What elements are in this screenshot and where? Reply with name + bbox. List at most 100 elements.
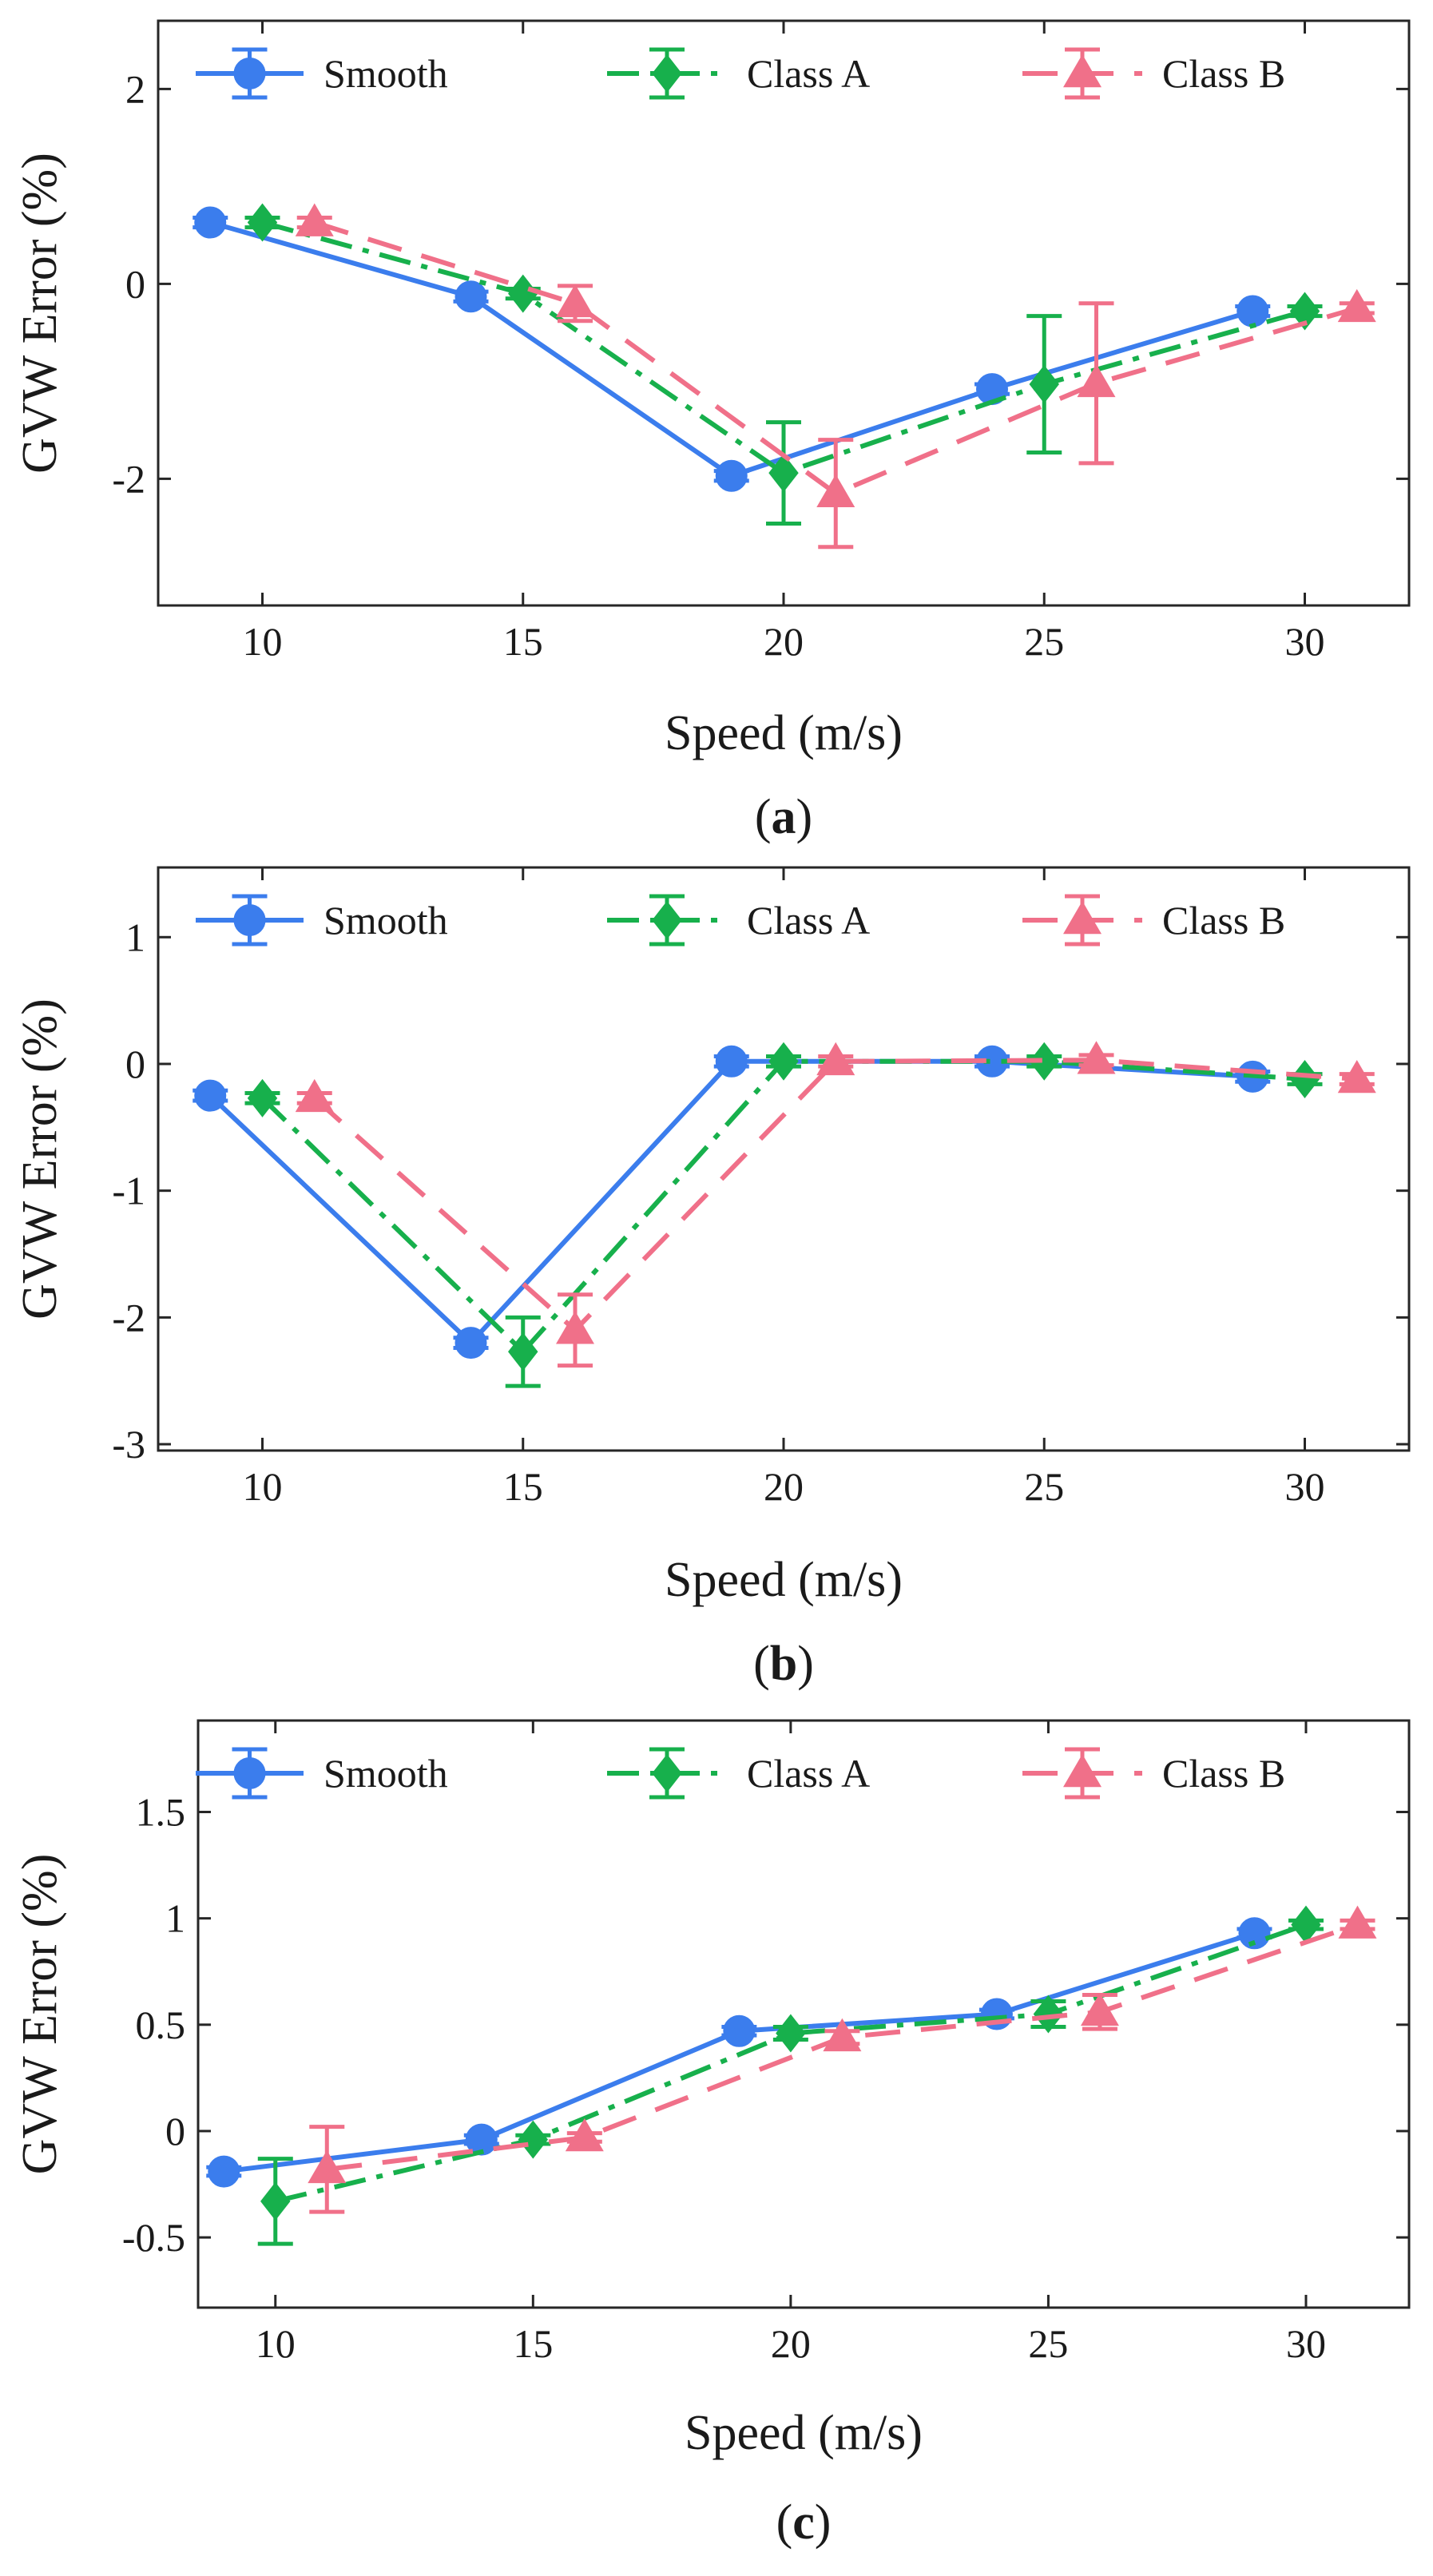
legend-entry-smooth: Smooth [196, 47, 448, 100]
data-point [1337, 288, 1376, 323]
data-point [776, 2014, 806, 2053]
data-point [816, 474, 855, 507]
data-point [455, 1327, 487, 1359]
x-tick-label: 30 [1285, 1464, 1325, 1509]
y-axis-label: GVW Error (%) [13, 1854, 67, 2175]
x-tick-label: 20 [764, 619, 804, 664]
x-tick-label: 30 [1285, 619, 1325, 664]
legend-label: Class B [1162, 51, 1285, 96]
legend-marker [233, 904, 266, 936]
x-tick-label: 25 [1028, 2321, 1068, 2366]
legend-entry-class-b: Class B [1022, 47, 1285, 100]
series-smooth [193, 1045, 1271, 1359]
x-tick-label: 20 [771, 2321, 811, 2366]
data-point [194, 206, 227, 239]
series-line [312, 1058, 1357, 1333]
data-point [194, 1079, 227, 1112]
data-point [1237, 295, 1269, 327]
data-point [455, 280, 487, 313]
data-point [556, 1311, 594, 1344]
y-tick-label: 1.5 [136, 1790, 186, 1835]
y-tick-label: 0 [165, 2109, 185, 2153]
data-point [1029, 365, 1059, 404]
x-tick-label: 10 [243, 1464, 283, 1509]
legend-label: Class A [747, 1751, 870, 1796]
data-point [1289, 1060, 1320, 1099]
data-point [1338, 1905, 1377, 1939]
y-tick-label: -3 [112, 1422, 145, 1467]
x-tick-label: 25 [1024, 619, 1064, 664]
series-smooth [206, 1917, 1272, 2188]
caption-open-paren: ( [776, 2495, 793, 2550]
chart-panel-a: 10 15 20 25 30 -2 0 2 Speed (m/s) GVW Error (%) Sm… [13, 19, 1411, 844]
data-point [208, 2155, 240, 2188]
x-tick-label: 15 [513, 2321, 553, 2366]
data-point [715, 1045, 748, 1078]
data-point [295, 203, 334, 236]
data-point [768, 454, 799, 493]
legend-entry-class-b: Class B [1022, 1747, 1285, 1800]
y-tick-label: 1 [125, 915, 145, 959]
x-axis-label: Speed (m/s) [665, 1553, 903, 1607]
legend-entry-class-a: Class A [607, 47, 870, 100]
plot-frame [157, 866, 1411, 1452]
legend-marker [652, 901, 682, 939]
series-class-a [257, 1905, 1324, 2246]
data-point [508, 1332, 538, 1371]
legend-marker [1063, 901, 1102, 935]
legend-marker [1063, 1754, 1102, 1788]
y-tick-label: 1 [165, 1896, 185, 1941]
data-point [1080, 1992, 1119, 2026]
data-point [508, 274, 538, 313]
legend-marker [233, 58, 266, 89]
legend-entry-smooth: Smooth [196, 894, 448, 947]
x-tick-label: 25 [1024, 1464, 1064, 1509]
x-tick-label: 30 [1286, 2321, 1326, 2366]
data-point [247, 1078, 278, 1117]
caption-close-paren: ) [796, 790, 813, 844]
x-tick-label: 10 [243, 619, 283, 664]
data-point [823, 2018, 862, 2052]
legend-marker [233, 1757, 266, 1789]
caption-letter: a [772, 790, 796, 844]
x-tick-label: 10 [256, 2321, 296, 2366]
data-point [1291, 1905, 1321, 1944]
data-point [1077, 363, 1116, 398]
series-line [313, 220, 1358, 496]
legend-label: Smooth [324, 1751, 448, 1796]
legend-entry-smooth: Smooth [196, 1747, 448, 1800]
data-point [768, 1042, 799, 1081]
caption-letter: c [792, 2495, 815, 2550]
legend-label: Class B [1162, 1751, 1285, 1796]
caption-open-paren: ( [755, 790, 772, 844]
x-tick-label: 15 [503, 1464, 543, 1509]
panel-caption: (a) [755, 790, 812, 844]
legend-marker [652, 1754, 682, 1792]
legend-label: Class B [1162, 898, 1285, 943]
data-point [715, 459, 748, 492]
data-point [556, 284, 594, 318]
legend-marker [652, 54, 682, 93]
y-tick-label: -2 [112, 456, 145, 501]
data-point [247, 203, 278, 242]
legend-entry-class-a: Class A [607, 894, 870, 947]
chart-panel-c: 10 15 20 25 30 -0.5 0 0.5 1 1.5 Speed (m/s) GVW Err… [13, 1719, 1411, 2550]
legend-label: Smooth [324, 898, 448, 943]
x-tick-label: 20 [764, 1464, 804, 1509]
y-tick-label: 0.5 [136, 2002, 186, 2047]
y-axis-label: GVW Error (%) [13, 998, 67, 1320]
x-axis-label: Speed (m/s) [665, 706, 903, 760]
y-tick-label: -1 [112, 1169, 145, 1213]
x-axis-label: Speed (m/s) [685, 2406, 923, 2460]
data-point [1029, 1042, 1059, 1081]
plot-frame [196, 1719, 1411, 2309]
series-class-a [244, 203, 1323, 526]
y-axis-label: GVW Error (%) [13, 153, 67, 474]
data-point [1337, 1060, 1376, 1094]
data-point [465, 2123, 498, 2156]
y-tick-label: -2 [112, 1295, 145, 1340]
series-class-a [244, 1042, 1323, 1388]
data-point [308, 2149, 347, 2184]
series-smooth [193, 206, 1271, 492]
